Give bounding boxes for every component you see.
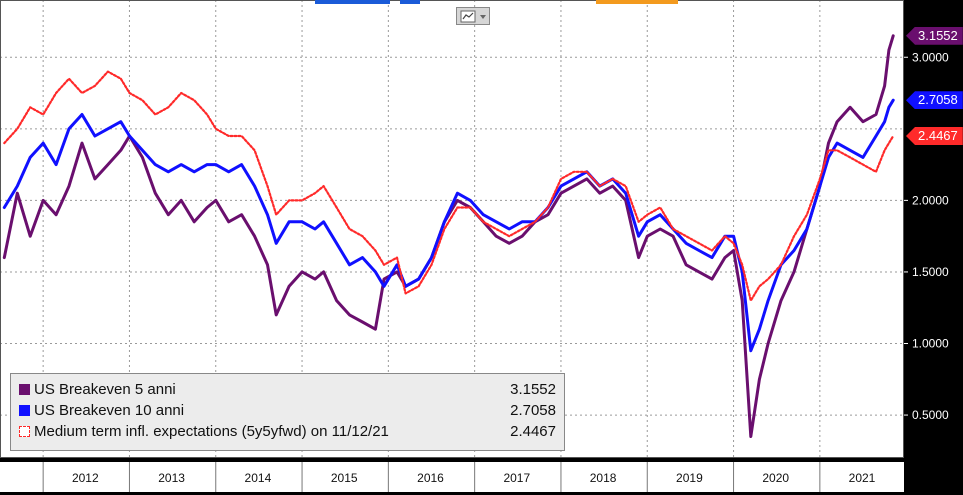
y-axis: 0.5000 1.0000 1.5000 2.0000 3.0000 bbox=[904, 50, 949, 422]
legend-item: US Breakeven 10 anni 2.7058 bbox=[19, 400, 556, 421]
legend-swatch bbox=[19, 384, 30, 395]
last-value-badge-5y5y: 2.4467 bbox=[906, 126, 963, 145]
x-tick-label: 2018 bbox=[590, 471, 617, 485]
x-tick-label: 2016 bbox=[417, 471, 444, 485]
legend-label: US Breakeven 10 anni bbox=[34, 402, 185, 419]
y-tick-label: 1.5000 bbox=[912, 265, 949, 279]
x-tick-label: 2020 bbox=[762, 471, 789, 485]
top-strip-blue-2 bbox=[400, 0, 420, 4]
chart-legend: US Breakeven 5 anni 3.1552 US Breakeven … bbox=[10, 373, 565, 451]
x-tick-label: 2017 bbox=[503, 471, 530, 485]
x-tick-label: 2013 bbox=[158, 471, 185, 485]
top-strip-orange bbox=[596, 0, 678, 4]
x-tick-label: 2012 bbox=[72, 471, 99, 485]
series-line bbox=[2, 98, 895, 353]
x-axis: 2012 2013 2014 2015 2016 2017 2018 2019 2020 2021 bbox=[0, 462, 904, 492]
legend-value: 2.7058 bbox=[510, 402, 556, 419]
legend-label: Medium term infl. expectations (5y5yfwd)… bbox=[34, 423, 389, 440]
x-tick-label: 2014 bbox=[245, 471, 272, 485]
y-tick-label: 1.0000 bbox=[912, 337, 949, 351]
legend-item: Medium term infl. expectations (5y5yfwd)… bbox=[19, 421, 556, 442]
x-axis-band bbox=[0, 462, 904, 492]
line-chart-icon bbox=[460, 10, 486, 23]
series-line bbox=[3, 70, 895, 302]
legend-item: US Breakeven 5 anni 3.1552 bbox=[19, 379, 556, 400]
x-tick-label: 2015 bbox=[331, 471, 358, 485]
legend-value: 3.1552 bbox=[510, 381, 556, 398]
x-tick-label: 2019 bbox=[676, 471, 703, 485]
legend-value: 2.4467 bbox=[510, 423, 556, 440]
legend-label: US Breakeven 5 anni bbox=[34, 381, 176, 398]
top-strip-blue bbox=[315, 0, 390, 4]
series-layer bbox=[0, 0, 904, 458]
x-tick-label: 2021 bbox=[849, 471, 876, 485]
plot-frame bbox=[0, 0, 904, 458]
legend-swatch bbox=[19, 405, 30, 416]
y-tick-label: 0.5000 bbox=[912, 408, 949, 422]
y-tick-label: 2.0000 bbox=[912, 193, 949, 207]
y-tick-label: 3.0000 bbox=[912, 50, 949, 64]
last-value-badge-10y: 2.7058 bbox=[906, 91, 963, 110]
chart-type-button[interactable] bbox=[456, 7, 490, 25]
series-line bbox=[2, 34, 895, 438]
last-value-badge-5y: 3.1552 bbox=[906, 26, 963, 45]
legend-swatch bbox=[19, 426, 30, 437]
